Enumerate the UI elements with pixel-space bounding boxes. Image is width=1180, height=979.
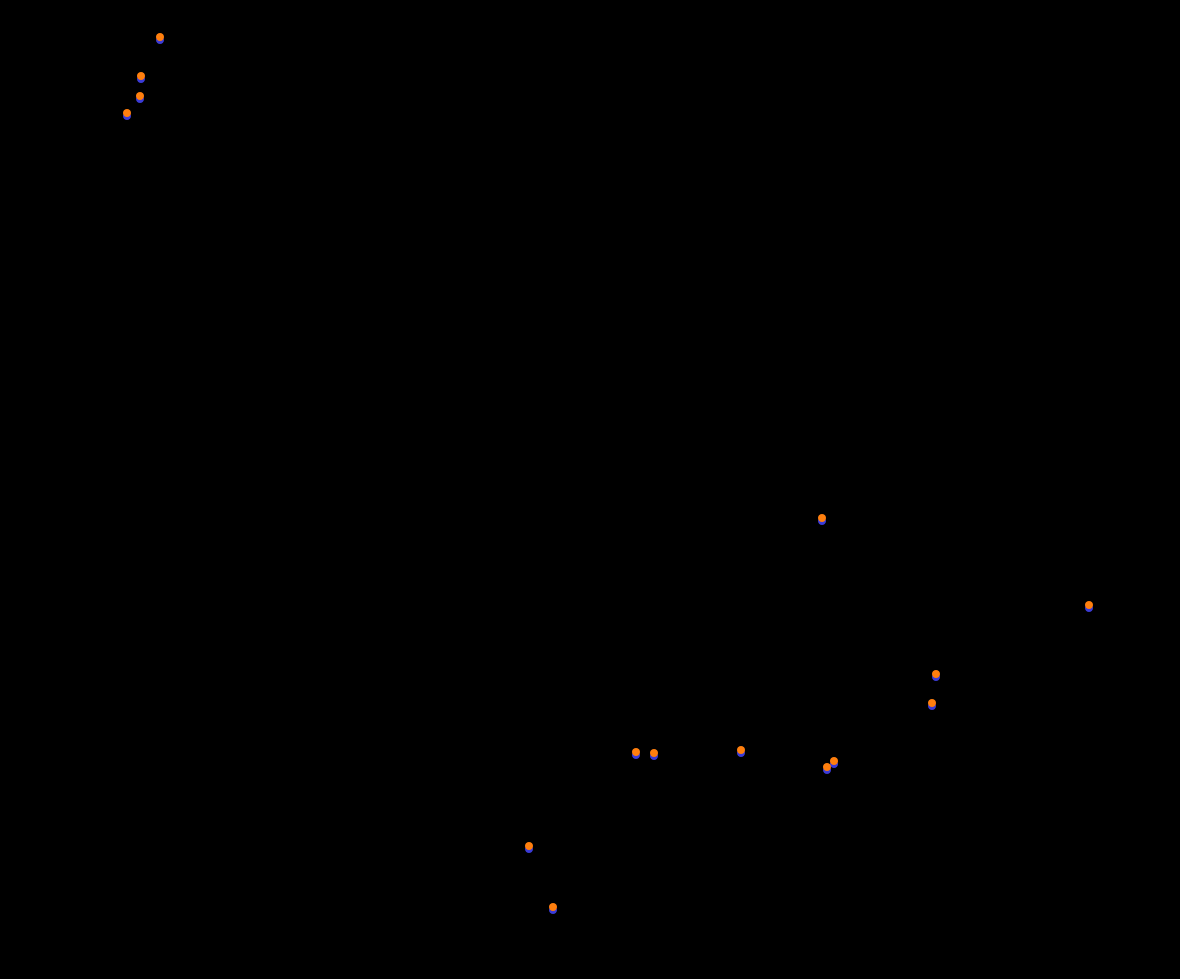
data-point (137, 72, 145, 80)
data-point (737, 746, 745, 754)
scatter-plot (0, 0, 1180, 979)
data-point (830, 757, 838, 765)
data-point (156, 33, 164, 41)
data-point (136, 92, 144, 100)
data-point (549, 903, 557, 911)
data-point (525, 842, 533, 850)
data-point (123, 109, 131, 117)
data-point (650, 749, 658, 757)
data-point (1085, 601, 1093, 609)
data-point (928, 699, 936, 707)
data-point (932, 670, 940, 678)
data-point (818, 514, 826, 522)
data-point (632, 748, 640, 756)
plot-background (0, 0, 1180, 979)
data-point (823, 763, 831, 771)
